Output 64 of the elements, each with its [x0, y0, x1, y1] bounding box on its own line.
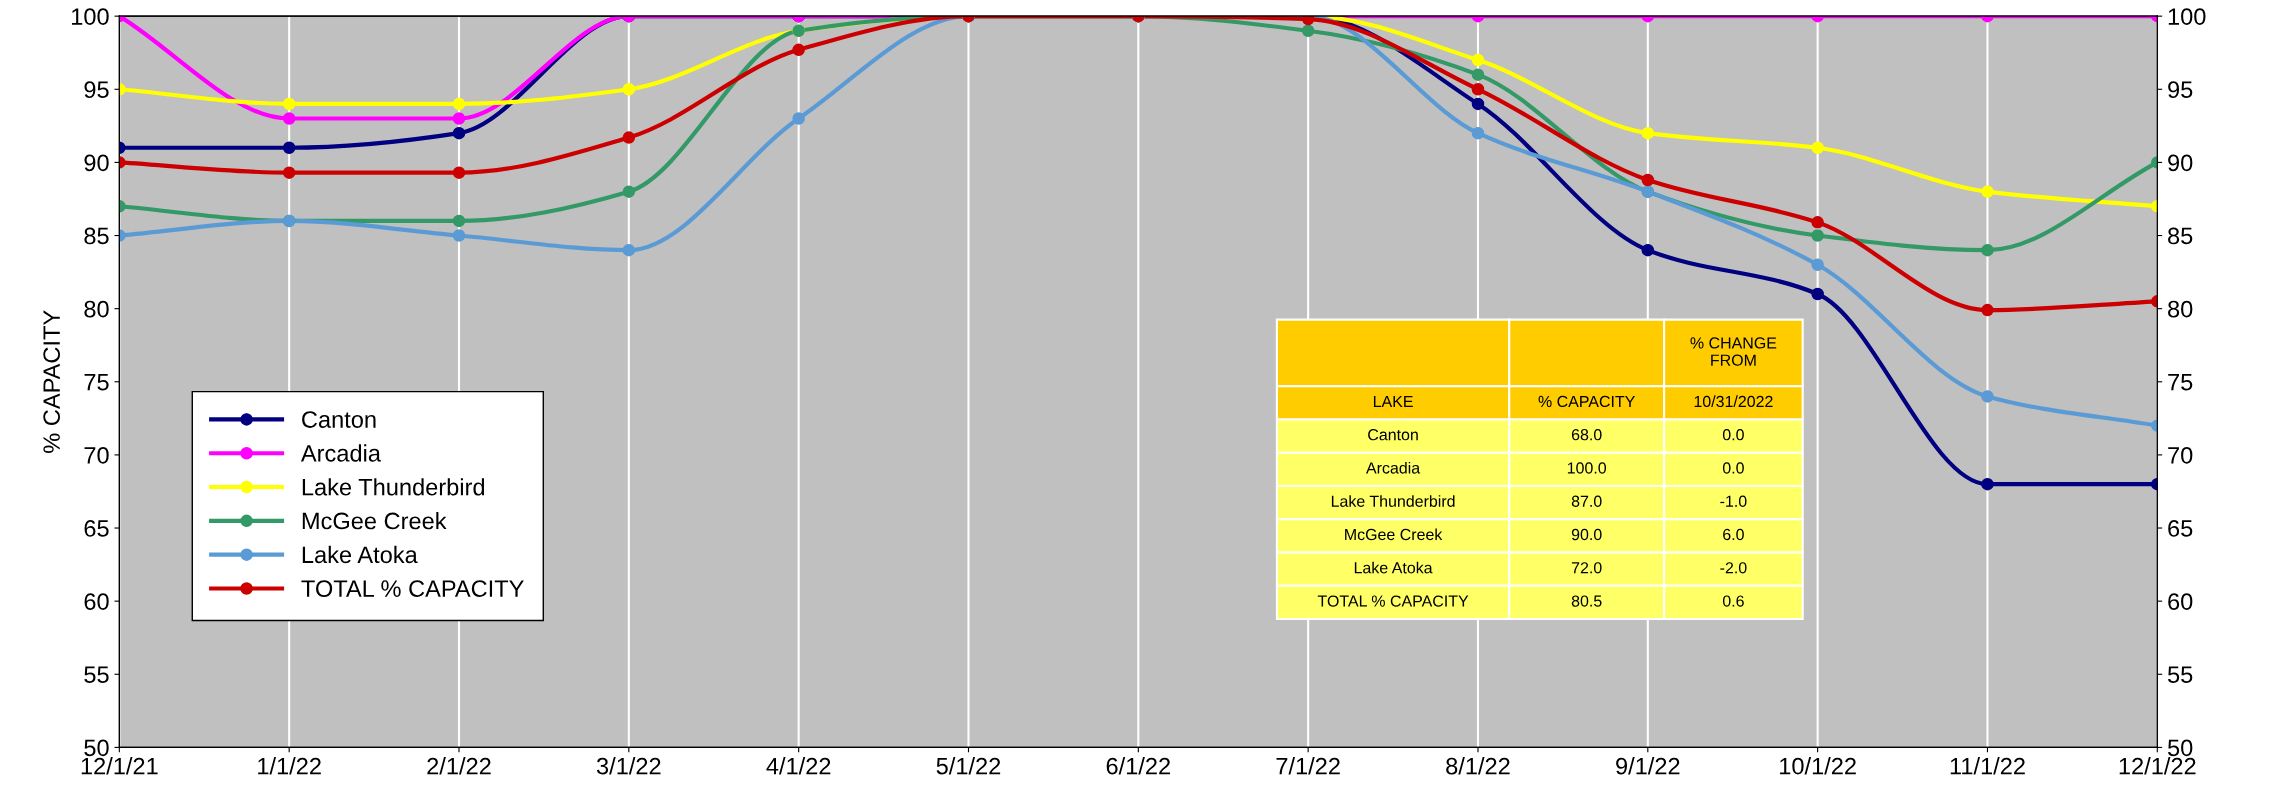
annotation: TOTAL % CAPACITY — [1317, 595, 1469, 607]
y2-tick-label: 50 — [2167, 739, 2193, 757]
legend-label: TOTAL % CAPACITY — [301, 580, 524, 597]
annotation: 72.0 — [1571, 562, 1602, 574]
y-tick-label: 50 — [84, 739, 109, 757]
y-tick-label: 70 — [84, 446, 109, 464]
x-tick-label: 12/1/21 — [81, 757, 158, 775]
annotation: 80.5 — [1571, 595, 1602, 607]
legend-label: Lake Thunderbird — [302, 478, 485, 496]
annotation: -1.0 — [1720, 495, 1747, 507]
annotation: 0.0 — [1722, 462, 1744, 474]
y-tick-label: 60 — [84, 593, 109, 610]
y-tick-label: 90 — [84, 154, 109, 172]
x-tick-label: 3/1/22 — [596, 757, 661, 775]
x-tick-label: 2/1/22 — [427, 757, 491, 775]
annotation: 87.0 — [1571, 495, 1602, 507]
y-tick-label: 75 — [84, 374, 109, 391]
annotation: 0.0 — [1722, 429, 1744, 441]
x-tick-label: 12/1/22 — [2119, 757, 2196, 775]
annotation: 6.0 — [1723, 528, 1744, 541]
y2-tick-label: 100 — [2168, 8, 2206, 25]
y-tick-label: 80 — [84, 300, 109, 318]
y2-tick-label: 65 — [2168, 520, 2193, 537]
annotation: % CHANGE FROM — [1690, 337, 1777, 366]
y-axis-title: % CAPACITY — [43, 310, 61, 453]
y2-tick-label: 85 — [2168, 227, 2193, 245]
annotation: 90.0 — [1571, 528, 1602, 541]
y-tick-label: 85 — [84, 227, 109, 245]
y2-tick-label: 60 — [2168, 593, 2193, 610]
annotation: McGee Creek — [1345, 528, 1443, 541]
annotation: LAKE — [1373, 395, 1413, 407]
x-tick-label: 10/1/22 — [1780, 757, 1856, 775]
annotation: 0.6 — [1722, 595, 1744, 607]
x-tick-label: 6/1/22 — [1106, 757, 1170, 775]
annotation: 68.0 — [1571, 429, 1602, 441]
y2-tick-label: 80 — [2168, 300, 2193, 318]
annotation: Lake Atoka — [1354, 561, 1433, 574]
annotation: -2.0 — [1720, 562, 1747, 574]
x-tick-label: 1/1/22 — [258, 757, 321, 775]
x-tick-label: 11/1/22 — [1950, 757, 2025, 775]
annotation: 100.0 — [1567, 462, 1607, 474]
x-tick-label: 9/1/22 — [1616, 757, 1680, 775]
legend-label: Lake Atoka — [302, 545, 418, 564]
legend-label: McGee Creek — [302, 511, 447, 530]
y2-tick-label: 95 — [2168, 81, 2193, 99]
annotation: % CAPACITY — [1538, 395, 1635, 408]
y2-tick-label: 70 — [2168, 446, 2193, 464]
annotation: Canton — [1368, 429, 1418, 441]
y2-tick-label: 75 — [2168, 374, 2193, 391]
x-tick-label: 7/1/22 — [1276, 757, 1340, 775]
y-tick-label: 95 — [84, 81, 109, 99]
y-tick-label: 65 — [84, 520, 109, 537]
legend-label: Canton — [302, 411, 376, 428]
annotation: Lake Thunderbird — [1331, 495, 1455, 507]
legend-label: Arcadia — [300, 444, 381, 462]
annotation: Arcadia — [1366, 461, 1421, 474]
y-tick-label: 55 — [84, 666, 109, 684]
y-tick-label: 100 — [72, 8, 109, 25]
x-tick-label: 5/1/22 — [936, 757, 1001, 775]
y2-tick-label: 55 — [2167, 666, 2193, 684]
annotation: 10/31/2022 — [1694, 395, 1773, 408]
x-tick-label: 8/1/22 — [1446, 757, 1510, 775]
y2-tick-label: 90 — [2168, 154, 2193, 172]
x-tick-label: 4/1/22 — [766, 757, 831, 775]
